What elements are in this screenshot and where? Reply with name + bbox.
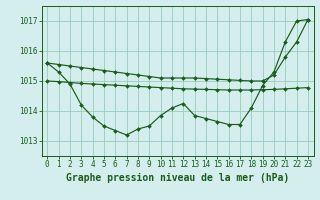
X-axis label: Graphe pression niveau de la mer (hPa): Graphe pression niveau de la mer (hPa) bbox=[66, 173, 289, 183]
